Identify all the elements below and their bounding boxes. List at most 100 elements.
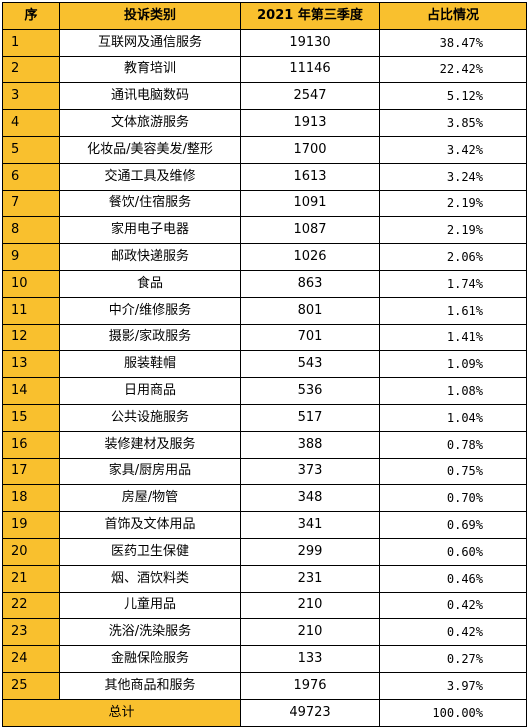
row-share: 38.47% [379, 28, 527, 57]
row-count: 1700 [240, 135, 380, 164]
row-share: 0.60% [379, 537, 527, 566]
table-footer: 总计 49723 100.00% [2, 698, 527, 727]
row-share: 2.19% [379, 216, 527, 245]
row-index: 4 [2, 109, 60, 137]
row-share: 1.61% [379, 296, 527, 325]
table-row: 25 其他商品和服务 1976 3.97% [2, 671, 527, 700]
row-index: 11 [2, 296, 60, 325]
row-index: 3 [2, 82, 60, 111]
row-index: 17 [2, 457, 60, 486]
row-share: 3.97% [379, 671, 527, 700]
row-count: 11146 [240, 55, 380, 84]
header-row: 序 投诉类别 2021 年第三季度 占比情况 [2, 2, 527, 30]
row-category: 家具/厨房用品 [59, 457, 241, 486]
row-index: 1 [2, 28, 60, 57]
row-index: 19 [2, 511, 60, 539]
row-count: 19130 [240, 28, 380, 57]
row-category: 食品 [59, 269, 241, 298]
row-index: 20 [2, 537, 60, 566]
row-count: 543 [240, 350, 380, 379]
row-category: 服装鞋帽 [59, 350, 241, 379]
row-index: 14 [2, 377, 60, 405]
row-share: 0.27% [379, 645, 527, 673]
table-row: 22 儿童用品 210 0.42% [2, 591, 527, 620]
row-category: 摄影/家政服务 [59, 323, 241, 352]
row-count: 517 [240, 403, 380, 432]
row-count: 1976 [240, 671, 380, 700]
row-count: 210 [240, 591, 380, 620]
row-count: 1613 [240, 162, 380, 191]
row-count: 701 [240, 323, 380, 352]
table-row: 6 交通工具及维修 1613 3.24% [2, 162, 527, 191]
row-share: 0.42% [379, 618, 527, 647]
table-row: 21 烟、酒饮料类 231 0.46% [2, 564, 527, 593]
row-count: 1087 [240, 216, 380, 245]
row-category: 其他商品和服务 [59, 671, 241, 700]
row-category: 家用电子电器 [59, 216, 241, 245]
row-index: 2 [2, 55, 60, 84]
table-row: 19 首饰及文体用品 341 0.69% [2, 511, 527, 539]
row-index: 21 [2, 564, 60, 593]
row-category: 医药卫生保健 [59, 537, 241, 566]
row-index: 24 [2, 645, 60, 673]
row-count: 1091 [240, 189, 380, 218]
row-share: 1.08% [379, 377, 527, 405]
row-share: 22.42% [379, 55, 527, 84]
row-count: 863 [240, 269, 380, 298]
row-category: 公共设施服务 [59, 403, 241, 432]
row-index: 12 [2, 323, 60, 352]
row-count: 133 [240, 645, 380, 673]
row-index: 8 [2, 216, 60, 245]
row-category: 邮政快递服务 [59, 243, 241, 271]
row-share: 0.78% [379, 430, 527, 459]
row-category: 日用商品 [59, 377, 241, 405]
table-row: 12 摄影/家政服务 701 1.41% [2, 323, 527, 352]
row-share: 5.12% [379, 82, 527, 111]
total-row: 总计 49723 100.00% [2, 698, 527, 727]
table-row: 16 装修建材及服务 388 0.78% [2, 430, 527, 459]
row-share: 3.24% [379, 162, 527, 191]
table-header: 序 投诉类别 2021 年第三季度 占比情况 [2, 2, 527, 30]
row-index: 23 [2, 618, 60, 647]
row-category: 餐饮/住宿服务 [59, 189, 241, 218]
row-share: 0.69% [379, 511, 527, 539]
row-share: 3.42% [379, 135, 527, 164]
row-category: 互联网及通信服务 [59, 28, 241, 57]
row-share: 1.04% [379, 403, 527, 432]
table-row: 5 化妆品/美容美发/整形 1700 3.42% [2, 135, 527, 164]
row-share: 0.70% [379, 484, 527, 513]
row-category: 通讯电脑数码 [59, 82, 241, 111]
table-row: 11 中介/维修服务 801 1.61% [2, 296, 527, 325]
row-category: 儿童用品 [59, 591, 241, 620]
table-row: 17 家具/厨房用品 373 0.75% [2, 457, 527, 486]
row-index: 6 [2, 162, 60, 191]
row-category: 金融保险服务 [59, 645, 241, 673]
row-category: 化妆品/美容美发/整形 [59, 135, 241, 164]
row-index: 9 [2, 243, 60, 271]
table-row: 20 医药卫生保健 299 0.60% [2, 537, 527, 566]
total-count: 49723 [240, 698, 380, 727]
header-category: 投诉类别 [59, 2, 241, 30]
row-share: 0.75% [379, 457, 527, 486]
table-row: 8 家用电子电器 1087 2.19% [2, 216, 527, 245]
row-count: 341 [240, 511, 380, 539]
row-index: 13 [2, 350, 60, 379]
table-row: 13 服装鞋帽 543 1.09% [2, 350, 527, 379]
row-count: 299 [240, 537, 380, 566]
row-share: 1.41% [379, 323, 527, 352]
table-row: 2 教育培训 11146 22.42% [2, 55, 527, 84]
row-count: 231 [240, 564, 380, 593]
total-share: 100.00% [379, 698, 527, 727]
table-row: 24 金融保险服务 133 0.27% [2, 645, 527, 673]
row-index: 5 [2, 135, 60, 164]
row-count: 348 [240, 484, 380, 513]
row-count: 1913 [240, 109, 380, 137]
table-row: 1 互联网及通信服务 19130 38.47% [2, 28, 527, 57]
row-share: 0.42% [379, 591, 527, 620]
row-share: 1.09% [379, 350, 527, 379]
row-category: 文体旅游服务 [59, 109, 241, 137]
row-category: 装修建材及服务 [59, 430, 241, 459]
row-count: 536 [240, 377, 380, 405]
